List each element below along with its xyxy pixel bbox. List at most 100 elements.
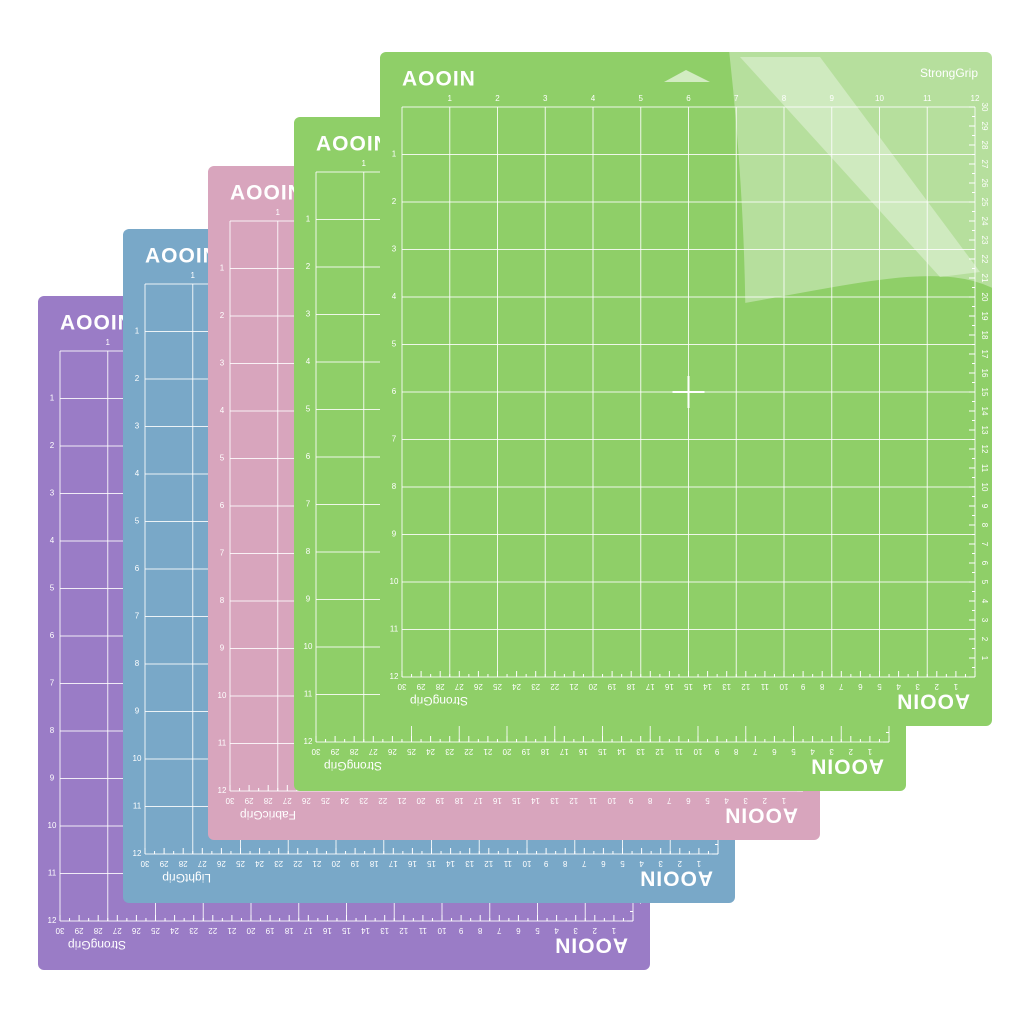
cm-label: 2 [848, 747, 853, 756]
cm-label: 19 [607, 682, 616, 691]
cm-label: 26 [980, 179, 989, 188]
cm-label: 9 [800, 682, 805, 691]
cm-label: 2 [762, 796, 767, 805]
cm-label: 15 [980, 388, 989, 397]
inch-label: 2 [306, 262, 311, 271]
hang-notch [664, 70, 710, 82]
inch-label: 1 [220, 264, 225, 273]
inch-label: 8 [782, 94, 787, 103]
inch-label: 7 [306, 500, 311, 509]
inch-label: 6 [220, 501, 225, 510]
cm-label: 14 [531, 796, 540, 805]
cm-label: 27 [197, 859, 206, 868]
inch-label: 1 [191, 271, 196, 280]
inch-label: 1 [276, 208, 281, 217]
cm-label: 13 [465, 859, 474, 868]
cm-label: 1 [696, 859, 701, 868]
cm-label: 13 [980, 426, 989, 435]
brand-logo: AOOIN [810, 754, 884, 777]
cm-label: 16 [407, 859, 416, 868]
cm-label: 2 [592, 926, 597, 935]
inch-label: 10 [390, 577, 399, 586]
grip-label: StrongGrip [68, 938, 126, 952]
brand-logo: AOOIN [60, 312, 134, 335]
cm-label: 8 [562, 859, 567, 868]
inch-label: 10 [133, 754, 142, 763]
cm-label: 19 [980, 312, 989, 321]
cm-label: 16 [578, 747, 587, 756]
cm-label: 30 [980, 103, 989, 112]
inch-label: 11 [304, 690, 313, 699]
inch-label: 9 [50, 774, 55, 783]
protective-film [729, 51, 993, 303]
cm-label: 21 [227, 926, 236, 935]
inch-label: 5 [220, 454, 225, 463]
cm-label: 28 [435, 682, 444, 691]
cm-label: 18 [284, 926, 293, 935]
cm-label: 13 [550, 796, 559, 805]
cm-label: 17 [388, 859, 397, 868]
cm-label: 29 [244, 796, 253, 805]
cm-label: 4 [810, 747, 815, 756]
cm-label: 4 [724, 796, 729, 805]
cm-label: 23 [531, 682, 540, 691]
inch-label: 2 [220, 311, 225, 320]
cm-label: 30 [225, 796, 234, 805]
cm-label: 17 [559, 747, 568, 756]
cm-label: 25 [493, 682, 502, 691]
cm-label: 12 [484, 859, 493, 868]
cm-label: 10 [779, 682, 788, 691]
cm-label: 1 [781, 796, 786, 805]
inch-label: 6 [392, 387, 397, 396]
cm-label: 9 [980, 504, 989, 509]
cm-label: 7 [582, 859, 587, 868]
inch-label: 12 [133, 849, 142, 858]
cutting-mat: 1122334455667788991010111112121122334455… [380, 51, 993, 726]
inch-label: 3 [392, 245, 397, 254]
cm-label: 20 [980, 293, 989, 302]
cm-label: 18 [369, 859, 378, 868]
brand-logo: AOOIN [316, 133, 390, 156]
cm-label: 15 [684, 682, 693, 691]
inch-label: 4 [50, 536, 55, 545]
cm-label: 21 [397, 796, 406, 805]
cm-label: 6 [772, 747, 777, 756]
inch-label: 2 [50, 441, 55, 450]
cm-label: 23 [980, 236, 989, 245]
cm-label: 26 [131, 926, 140, 935]
inch-label: 11 [48, 869, 57, 878]
film-shine [740, 57, 980, 277]
cm-label: 16 [980, 369, 989, 378]
inch-label: 9 [220, 644, 225, 653]
cm-label: 7 [753, 747, 758, 756]
inch-label: 1 [392, 150, 397, 159]
cm-label: 3 [829, 747, 834, 756]
inch-label: 12 [390, 672, 399, 681]
inch-label: 2 [392, 197, 397, 206]
inch-label: 3 [135, 422, 140, 431]
cm-label: 28 [980, 141, 989, 150]
cm-label: 4 [639, 859, 644, 868]
inch-label: 6 [306, 452, 311, 461]
cm-label: 29 [416, 682, 425, 691]
inch-label: 5 [639, 94, 644, 103]
cm-label: 10 [693, 747, 702, 756]
brand-logo: AOOIN [402, 68, 476, 91]
cm-label: 7 [667, 796, 672, 805]
cm-label: 1 [611, 926, 616, 935]
cm-label: 4 [980, 599, 989, 604]
inch-label: 12 [48, 916, 57, 925]
cm-label: 20 [588, 682, 597, 691]
cm-label: 9 [714, 747, 719, 756]
inch-label: 1 [306, 215, 311, 224]
cm-label: 22 [208, 926, 217, 935]
cm-label: 10 [522, 859, 531, 868]
inch-label: 10 [218, 691, 227, 700]
cm-label: 1 [980, 656, 989, 661]
cm-label: 11 [760, 682, 769, 691]
brand-logo: AOOIN [724, 803, 798, 826]
inch-label: 1 [362, 159, 367, 168]
cm-label: 6 [601, 859, 606, 868]
cm-label: 27 [980, 160, 989, 169]
inch-label: 11 [218, 739, 227, 748]
